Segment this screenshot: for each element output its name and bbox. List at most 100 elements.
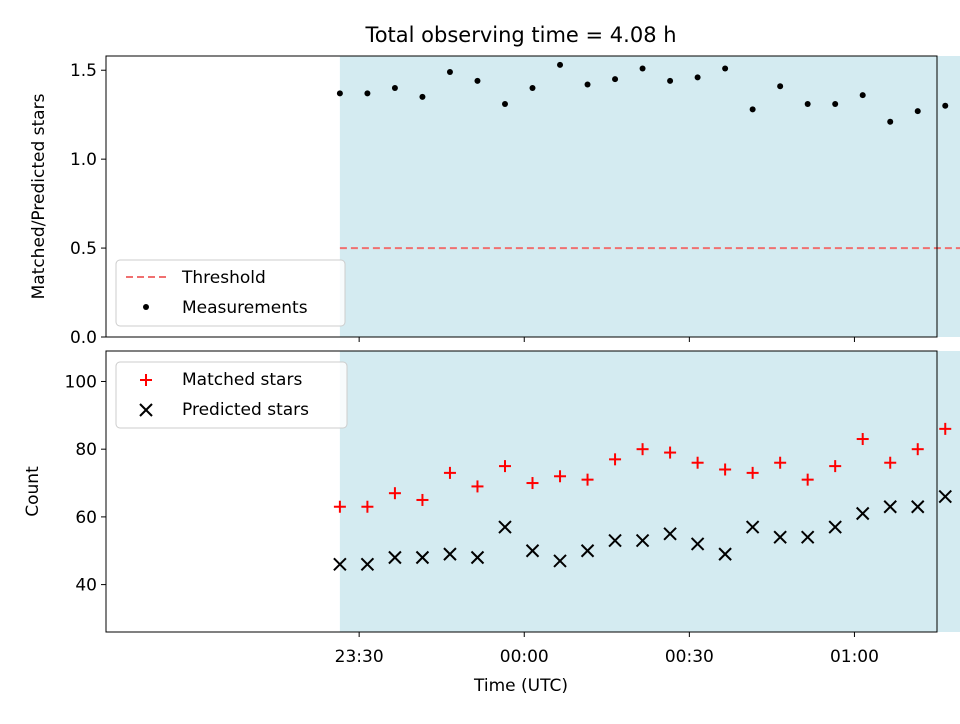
- top-legend: Threshold Measurements: [115, 259, 346, 327]
- predicted-star-stroke-b: [745, 520, 760, 534]
- predicted-star-point: [718, 547, 732, 561]
- top-y-axis-label: Matched/Predicted stars: [29, 93, 49, 299]
- predicted-star-point: [333, 557, 347, 571]
- bottom-y-axis-label: Count: [23, 466, 43, 517]
- predicted-star-stroke-b: [360, 557, 375, 571]
- measurement-point: [722, 65, 729, 72]
- top-y-tick-label: 0.0: [70, 328, 97, 348]
- measurement-point: [832, 101, 839, 108]
- predicted-star-point: [663, 527, 677, 541]
- predicted-star-stroke-b: [415, 550, 430, 565]
- predicted-star-stroke-b: [773, 530, 787, 544]
- matched-star-point: [636, 443, 649, 456]
- matched-star-point: [774, 456, 787, 469]
- predicted-star-stroke-b: [388, 550, 402, 565]
- predicted-star-stroke-b: [525, 544, 540, 558]
- legend-measurements-swatch: [143, 304, 149, 310]
- predicted-star-stroke-b: [470, 550, 485, 565]
- bottom-legend-box: [115, 361, 348, 429]
- predicted-star-point: [800, 530, 815, 544]
- predicted-star-point: [938, 489, 952, 504]
- top-panel: 0.0 0.5 1.0 1.5 Matched/Predicted stars Thr…: [29, 55, 960, 348]
- matched-star-point: [746, 466, 759, 479]
- top-legend-box: [115, 259, 346, 327]
- matched-star-point: [856, 433, 869, 446]
- measurement-point: [336, 90, 343, 97]
- matched-star-point: [498, 460, 511, 473]
- x-tick-label: 00:00: [500, 647, 549, 667]
- bottom-legend: Matched stars Predicted stars: [115, 361, 348, 429]
- measurement-point: [584, 81, 591, 88]
- predicted-star-stroke-b: [498, 520, 512, 534]
- predicted-star-stroke-b: [553, 554, 567, 568]
- x-tick-label: 00:30: [665, 647, 714, 667]
- matched-star-point: [526, 477, 539, 490]
- matched-star-point: [443, 466, 456, 479]
- matched-star-point: [361, 500, 374, 513]
- measurement-point: [557, 61, 564, 68]
- predicted-star-point: [498, 520, 512, 534]
- matched-stars-points: [333, 422, 952, 513]
- bottom-y-tick-label: 80: [75, 440, 97, 460]
- bottom-y-tick-label: 60: [75, 508, 97, 528]
- predicted-star-stroke-b: [800, 530, 815, 544]
- predicted-star-stroke-b: [828, 520, 842, 534]
- predicted-star-stroke-b: [690, 537, 705, 551]
- matched-star-point: [416, 493, 429, 506]
- x-tick-label: 23:30: [335, 647, 384, 667]
- matched-star-point: [388, 487, 401, 500]
- measurement-point: [419, 93, 426, 100]
- legend-predicted-swatch: [139, 403, 153, 417]
- matched-star-point: [801, 473, 814, 486]
- top-y-tick-label: 0.5: [70, 239, 97, 259]
- bottom-axes-frame: [105, 350, 938, 633]
- predicted-star-point: [690, 537, 705, 551]
- top-y-tick-label: 1.5: [70, 61, 97, 81]
- matched-star-point: [691, 456, 704, 469]
- matched-star-point: [939, 422, 952, 435]
- predicted-star-stroke-b: [580, 544, 595, 558]
- measurement-point: [749, 106, 756, 113]
- predicted-star-point: [911, 500, 925, 514]
- matched-star-point: [609, 453, 622, 466]
- matched-star-point: [471, 480, 484, 493]
- predicted-star-point: [883, 500, 897, 514]
- predicted-star-point: [360, 557, 375, 571]
- measurement-point: [804, 101, 811, 108]
- x-axis-label: Time (UTC): [473, 676, 568, 696]
- legend-threshold-label: Threshold: [181, 268, 266, 288]
- legend-matched-swatch: [140, 374, 152, 386]
- predicted-star-stroke-b: [663, 527, 677, 541]
- predicted-star-stroke-b: [938, 489, 952, 504]
- measurement-point: [859, 92, 866, 99]
- measurement-point: [446, 69, 453, 76]
- matched-star-point: [554, 470, 567, 483]
- measurement-point: [777, 83, 784, 90]
- predicted-star-point: [580, 544, 595, 558]
- matched-star-point: [829, 460, 842, 473]
- matched-star-point: [911, 443, 924, 456]
- measurement-point: [501, 101, 508, 108]
- measurement-point: [529, 85, 536, 92]
- x-tick-label: 01:00: [830, 647, 879, 667]
- predicted-star-point: [828, 520, 842, 534]
- measurement-point: [942, 102, 949, 109]
- measurement-point: [364, 90, 371, 97]
- bottom-y-tick-label: 40: [75, 576, 97, 596]
- legend-predicted-label: Predicted stars: [182, 400, 309, 420]
- matched-star-point: [884, 456, 897, 469]
- matched-star-point: [581, 473, 594, 486]
- predicted-stars-points: [333, 489, 952, 571]
- matched-star-point: [719, 463, 732, 476]
- predicted-star-point: [608, 533, 622, 548]
- predicted-star-point: [415, 550, 430, 565]
- predicted-star-point: [773, 530, 787, 544]
- predicted-star-point: [470, 550, 485, 565]
- measurement-point: [391, 85, 398, 92]
- predicted-star-point: [388, 550, 402, 565]
- predicted-star-stroke-b: [718, 547, 732, 561]
- observing-window-shade: [339, 56, 960, 337]
- predicted-star-point: [635, 533, 650, 548]
- predicted-star-stroke-b: [635, 533, 650, 548]
